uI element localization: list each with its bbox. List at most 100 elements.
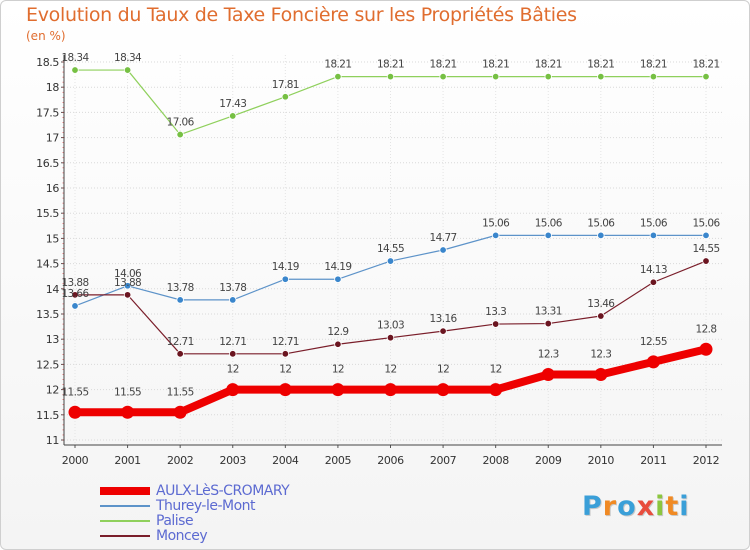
data-point	[491, 72, 500, 81]
data-point	[71, 302, 79, 310]
data-label: 18.21	[482, 59, 509, 71]
data-label: 13.88	[61, 277, 88, 289]
data-point	[386, 72, 395, 81]
data-label: 15.06	[482, 217, 510, 229]
data-point	[544, 72, 552, 81]
data-point	[331, 383, 345, 397]
data-point	[281, 275, 290, 283]
data-label: 13.78	[219, 282, 246, 294]
x-tick-label: 2005	[325, 454, 352, 467]
data-point	[649, 72, 658, 81]
y-tick-label: 15.5	[36, 207, 59, 220]
y-tick-label: 11.5	[36, 409, 59, 422]
data-label: 17.81	[272, 79, 299, 91]
data-label: 18.34	[114, 52, 142, 64]
data-label: 12	[490, 364, 502, 376]
data-label: 14.13	[640, 264, 667, 276]
x-tick-label: 2009	[535, 454, 562, 467]
data-label: 18.21	[535, 59, 562, 71]
data-point	[229, 112, 237, 120]
logo-letter: P	[582, 491, 603, 522]
legend-swatch	[100, 487, 150, 495]
y-tick-label: 17.5	[36, 106, 59, 119]
legend-label: AULX-LèS-CROMARY	[156, 483, 290, 499]
x-tick-label: 2011	[640, 454, 666, 467]
series-lines	[68, 66, 713, 419]
x-tick-label: 2006	[377, 454, 404, 467]
data-point	[176, 296, 184, 304]
y-tick-label: 16	[46, 182, 60, 195]
y-tick-label: 14	[46, 283, 60, 296]
y-tick-label: 12	[46, 384, 59, 397]
y-tick-labels: 11 11.5 12 12.5 13 13.5 14 14.5 15 15.5 16 16.5 17 17…	[36, 56, 60, 447]
data-label: 18.21	[692, 59, 719, 71]
data-point	[544, 319, 552, 328]
data-label: 15.06	[587, 217, 615, 229]
data-point	[439, 327, 447, 335]
data-point	[71, 66, 79, 74]
data-label: 18.21	[430, 59, 457, 71]
data-label: 17.43	[219, 98, 246, 110]
data-label: 18.21	[587, 59, 614, 71]
x-tick-label: 2000	[62, 454, 89, 467]
data-label: 12	[437, 364, 449, 376]
unit-label: (en %)	[26, 29, 66, 43]
logo-letter: o	[617, 491, 637, 522]
data-label: 13.46	[587, 298, 615, 310]
x-tick-label: 2001	[114, 454, 140, 467]
data-label: 13.03	[377, 320, 404, 332]
logo-letter: i	[679, 491, 690, 522]
data-label: 13.66	[61, 288, 89, 300]
y-tick-label: 18	[46, 81, 60, 94]
legend-label: Palise	[156, 513, 194, 529]
logo-letter: t	[665, 491, 680, 522]
y-tick-label: 16.5	[36, 157, 59, 170]
data-label: 12.3	[538, 348, 559, 360]
data-label: 18.21	[640, 59, 667, 71]
data-label: 14.19	[324, 261, 351, 273]
y-tick-label: 17	[46, 132, 60, 145]
data-label: 12	[384, 364, 396, 376]
data-label: 12.8	[696, 323, 717, 335]
data-label: 14.55	[377, 243, 404, 255]
data-label: 12.55	[640, 336, 667, 348]
legend-label: Moncey	[156, 528, 208, 544]
data-point	[123, 282, 132, 290]
x-tick-label: 2003	[220, 454, 247, 467]
data-point	[123, 66, 132, 74]
data-label: 15.06	[640, 217, 668, 229]
data-point	[176, 130, 184, 139]
x-tick-labels: 2000 2001 2002 2003 2004 2005 2006 2007 2008 2009…	[62, 454, 720, 467]
data-point	[121, 405, 135, 419]
data-point	[489, 383, 503, 397]
data-point	[491, 231, 500, 240]
data-point	[173, 405, 187, 419]
data-point	[386, 257, 395, 265]
data-point	[594, 367, 608, 381]
data-label: 12.3	[590, 348, 611, 360]
data-point	[597, 72, 605, 81]
legend-swatch	[100, 535, 150, 537]
y-tick-label: 11	[46, 434, 59, 447]
data-label: 12.9	[327, 326, 348, 338]
data-label: 11.55	[114, 386, 141, 398]
data-label: 14.06	[114, 268, 142, 280]
data-label: 12.71	[167, 336, 194, 348]
data-point	[544, 231, 552, 240]
data-point	[541, 367, 555, 381]
legend-label: Thurey-le-Mont	[156, 498, 256, 514]
legend-swatch	[100, 520, 150, 522]
y-tick-label: 15	[46, 232, 60, 245]
data-point	[699, 342, 713, 356]
data-label: 12.71	[272, 336, 299, 348]
data-label: 13.31	[535, 306, 562, 318]
legend-swatch	[100, 505, 150, 507]
data-label: 12	[332, 364, 344, 376]
data-point	[439, 72, 447, 81]
data-point	[597, 231, 605, 240]
x-tick-label: 2007	[430, 454, 457, 467]
data-label: 14.77	[430, 232, 457, 244]
data-label: 18.21	[324, 59, 351, 71]
x-tick-label: 2008	[482, 454, 509, 467]
